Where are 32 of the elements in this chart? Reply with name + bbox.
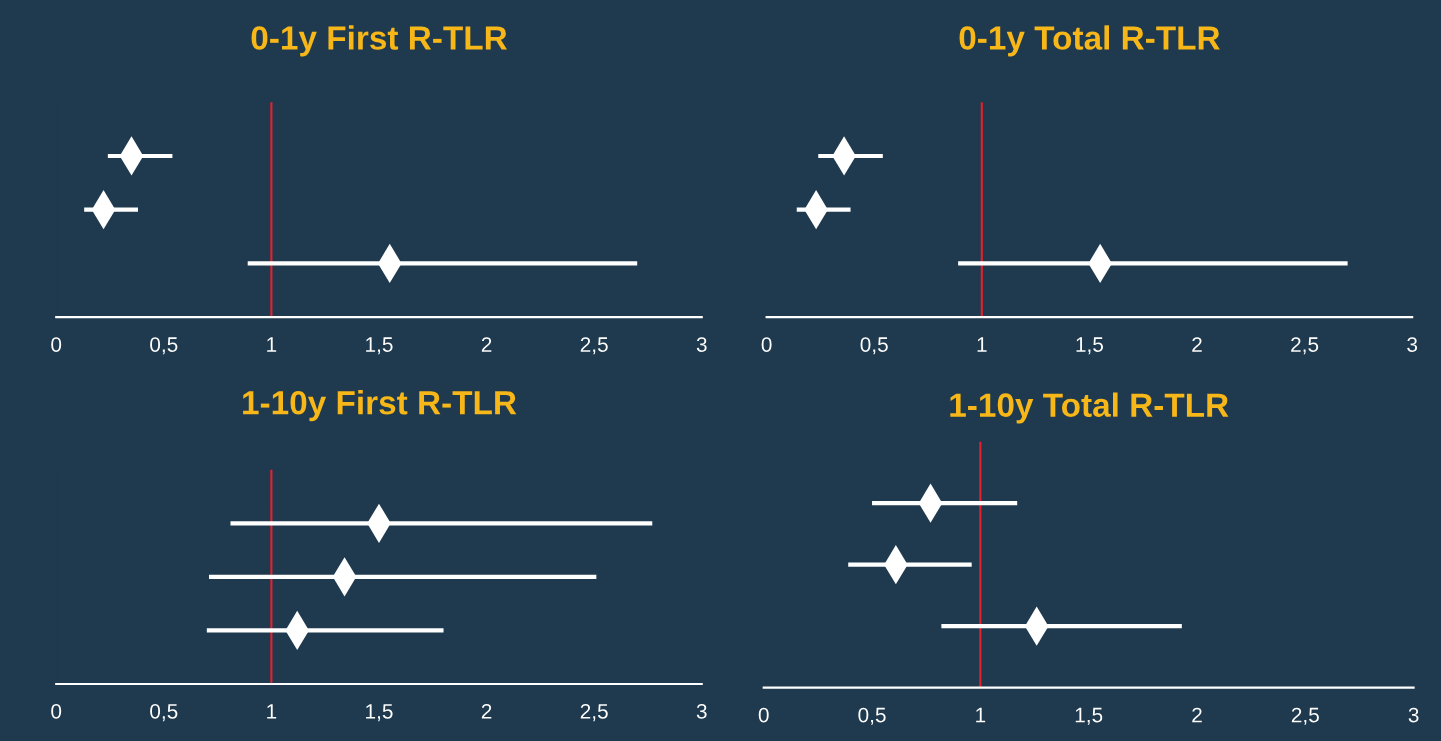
x-tick-label: 2,5 bbox=[580, 337, 608, 355]
x-tick-label: 2,5 bbox=[1291, 707, 1319, 725]
x-tick-label: 2 bbox=[1192, 337, 1202, 352]
chart-title: 1-10y First R-TLR bbox=[243, 390, 517, 422]
x-tick-label: 0,5 bbox=[860, 337, 888, 355]
x-tick-label: 2,5 bbox=[1291, 337, 1319, 355]
x-tick-label: 2,5 bbox=[580, 703, 608, 722]
x-tick-label: 3 bbox=[1407, 337, 1418, 352]
x-tick-label: 1 bbox=[976, 707, 986, 723]
x-tick-label: 0 bbox=[51, 703, 62, 719]
chart-title: 0-1y First R-TLR bbox=[251, 25, 508, 57]
x-tick-label: 2 bbox=[481, 703, 492, 719]
x-tick-label: 0 bbox=[51, 337, 62, 352]
x-tick-label: 3 bbox=[1408, 707, 1419, 723]
x-tick-label: 1 bbox=[267, 337, 277, 352]
x-tick-label: 2 bbox=[1192, 707, 1202, 723]
x-tick-label: 1,5 bbox=[1075, 707, 1103, 725]
x-tick-label: 0 bbox=[758, 707, 769, 723]
x-tick-label: 1 bbox=[977, 337, 987, 352]
x-tick-label: 3 bbox=[696, 337, 707, 352]
x-tick-label: 1 bbox=[267, 704, 277, 719]
x-tick-label: 3 bbox=[696, 703, 707, 719]
x-tick-label: 1,5 bbox=[366, 704, 393, 722]
x-tick-label: 1,5 bbox=[1076, 337, 1103, 355]
x-tick-label: 0 bbox=[761, 337, 772, 352]
x-tick-label: 0,5 bbox=[150, 337, 178, 355]
chart-title: 1-10y Total R-TLR bbox=[950, 392, 1229, 424]
chart-title: 0-1y Total R-TLR bbox=[959, 25, 1220, 57]
x-tick-label: 2 bbox=[481, 337, 492, 352]
x-tick-label: 1,5 bbox=[366, 337, 393, 355]
x-tick-label: 0,5 bbox=[150, 703, 178, 722]
x-tick-label: 0,5 bbox=[858, 707, 886, 725]
